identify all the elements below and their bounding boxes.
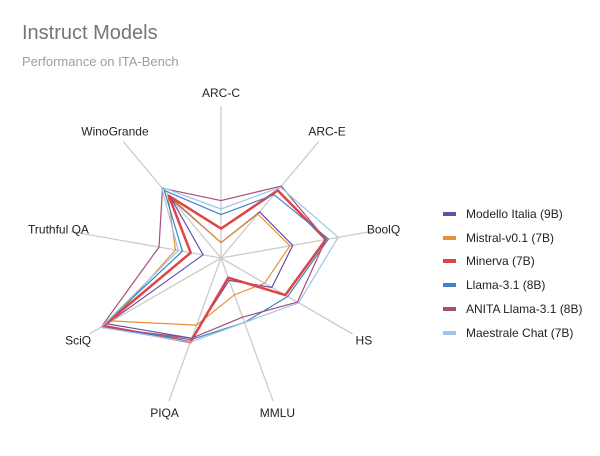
axis-label: PIQA [150, 406, 179, 420]
series-line [100, 185, 327, 339]
legend-swatch [443, 307, 456, 312]
legend-label: ANITA Llama-3.1 (8B) [466, 302, 583, 317]
legend-item[interactable]: Maestrale Chat (7B) [443, 321, 582, 345]
legend-swatch [443, 283, 456, 288]
legend-label: Minerva (7B) [466, 254, 535, 269]
series-line [100, 186, 339, 343]
series-line [102, 189, 328, 344]
axis-line [168, 257, 222, 402]
series-line [100, 189, 330, 341]
chart-title: Instruct Models [22, 22, 158, 44]
chart-subtitle: Performance on ITA-Bench [22, 54, 179, 69]
axis-label: HS [356, 334, 373, 348]
legend-swatch [443, 211, 456, 216]
axis-line [220, 257, 353, 335]
axis-line [220, 230, 371, 259]
series-line [111, 194, 291, 326]
legend-item[interactable]: Minerva (7B) [443, 250, 582, 274]
axis-label: SciQ [65, 334, 91, 348]
axis-label: WinoGrande [81, 125, 149, 139]
axis-label: MMLU [260, 406, 295, 420]
legend-item[interactable]: ANITA Llama-3.1 (8B) [443, 297, 582, 321]
legend-item[interactable]: Mistral-v0.1 (7B) [443, 226, 582, 250]
legend-item[interactable]: Modello Italia (9B) [443, 202, 582, 226]
legend-item[interactable]: Llama-3.1 (8B) [443, 273, 582, 297]
axis-label: Truthful QA [28, 222, 89, 236]
axis-label: BoolQ [367, 222, 400, 236]
axis-line [71, 230, 222, 259]
axis-label: ARC-E [308, 125, 345, 139]
legend-swatch [443, 235, 456, 240]
legend-label: Maestrale Chat (7B) [466, 325, 574, 340]
legend-swatch [443, 259, 456, 264]
legend-swatch [443, 330, 456, 335]
legend-label: Modello Italia (9B) [466, 206, 563, 221]
axis-label: ARC-C [202, 86, 240, 100]
axis-line [220, 257, 274, 402]
legend-label: Mistral-v0.1 (7B) [466, 230, 555, 245]
legend-label: Llama-3.1 (8B) [466, 278, 546, 293]
axis-line [220, 141, 320, 259]
legend: Modello Italia (9B) Mistral-v0.1 (7B) Mine… [443, 202, 582, 345]
